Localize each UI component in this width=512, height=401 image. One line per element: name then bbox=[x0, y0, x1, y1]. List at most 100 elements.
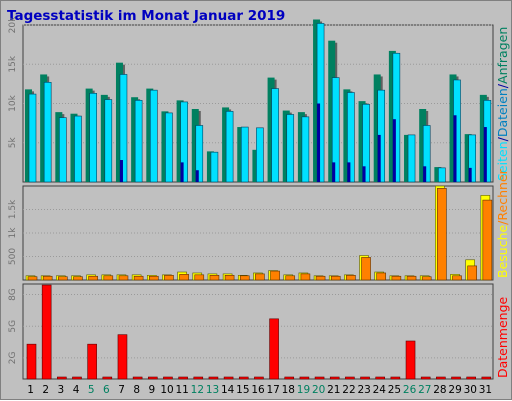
bar-rechner bbox=[179, 274, 189, 281]
bar-anfragen bbox=[449, 74, 457, 182]
bar-anfragen bbox=[297, 112, 305, 182]
bar-seiten bbox=[362, 166, 366, 182]
bar-dateien bbox=[271, 88, 279, 183]
bar-dateien bbox=[28, 93, 37, 183]
bar-anfragen bbox=[100, 94, 108, 182]
bar-anfragen bbox=[388, 50, 396, 182]
bar-anfragen bbox=[267, 77, 275, 182]
bar-anfragen bbox=[252, 149, 260, 182]
y-tick-label: 2G bbox=[8, 352, 18, 365]
bar-rechner bbox=[42, 275, 53, 281]
bar-dateien bbox=[119, 74, 128, 183]
middle-legend: Besuche/Rechner bbox=[495, 168, 510, 278]
x-tick-label: 10 bbox=[160, 384, 173, 396]
bar-anfragen bbox=[55, 112, 63, 182]
bar-datenmenge bbox=[254, 376, 264, 380]
bar-datenmenge bbox=[345, 376, 355, 380]
x-tick-label: 1 bbox=[27, 384, 34, 396]
bar-seiten bbox=[377, 134, 381, 182]
legend-separator: / bbox=[495, 220, 510, 225]
bar-anfragen bbox=[40, 74, 48, 182]
bar-datenmenge bbox=[299, 376, 310, 380]
bar-datenmenge bbox=[26, 343, 37, 380]
bar-datenmenge bbox=[436, 376, 446, 380]
bar-datenmenge bbox=[360, 376, 370, 380]
bar-rechner bbox=[255, 273, 265, 281]
y-tick-label: 10k bbox=[8, 94, 18, 111]
x-tick-label: 22 bbox=[342, 384, 355, 396]
bar-datenmenge bbox=[329, 376, 340, 380]
bar-seiten bbox=[180, 162, 184, 182]
bar-rechner bbox=[391, 275, 402, 281]
bar-rechner bbox=[330, 275, 341, 281]
bar-dateien bbox=[149, 89, 158, 183]
bar-dateien bbox=[43, 82, 52, 183]
bar-seiten bbox=[195, 170, 199, 182]
bar-anfragen bbox=[85, 88, 93, 182]
bar-anfragen bbox=[479, 94, 487, 182]
bar-rechner bbox=[164, 274, 174, 281]
bar-dateien bbox=[438, 167, 446, 183]
chart-title: Tagesstatistik im Monat Januar 2019 bbox=[7, 8, 285, 24]
bar-dateien bbox=[134, 100, 143, 183]
bar-datenmenge bbox=[117, 334, 128, 380]
bar-dateien bbox=[286, 114, 295, 183]
x-tick-label: 2 bbox=[42, 384, 49, 396]
legend-dateien: Dateien bbox=[495, 88, 510, 137]
y-tick-label: 5k bbox=[8, 137, 18, 149]
bar-dateien bbox=[347, 92, 355, 183]
x-tick-label: 16 bbox=[251, 384, 265, 396]
bar-rechner bbox=[224, 274, 235, 281]
bar-rechner bbox=[270, 270, 280, 281]
legend-besuche: Besuche bbox=[495, 225, 510, 278]
bar-dateien bbox=[240, 126, 249, 183]
x-tick-label: 27 bbox=[418, 384, 431, 396]
x-tick-label: 19 bbox=[297, 384, 310, 396]
bar-seiten bbox=[468, 167, 472, 182]
y-tick-label: 5G bbox=[8, 320, 18, 333]
y-tick-label: 1k bbox=[8, 227, 18, 239]
bar-rechner bbox=[27, 276, 38, 281]
bar-anfragen bbox=[282, 110, 290, 182]
x-tick-label: 11 bbox=[176, 384, 189, 396]
bar-datenmenge bbox=[208, 376, 219, 380]
bar-rechner bbox=[437, 188, 447, 281]
bar-anfragen bbox=[206, 151, 214, 182]
bar-seiten bbox=[392, 119, 396, 182]
bar-anfragen bbox=[404, 134, 412, 182]
bar-rechner bbox=[103, 275, 114, 281]
bar-rechner bbox=[346, 274, 356, 281]
legend-anfragen: Anfragen bbox=[495, 27, 510, 84]
bar-anfragen bbox=[313, 19, 321, 182]
bar-dateien bbox=[104, 99, 113, 183]
bar-rechner bbox=[482, 199, 493, 281]
bar-datenmenge bbox=[466, 376, 476, 380]
bar-rechner bbox=[300, 273, 311, 281]
bar-anfragen bbox=[343, 89, 351, 182]
bar-datenmenge bbox=[420, 376, 431, 380]
x-tick-label: 12 bbox=[191, 384, 204, 396]
x-tick-label: 9 bbox=[149, 384, 156, 396]
bar-anfragen bbox=[434, 167, 442, 182]
bar-rechner bbox=[315, 275, 326, 281]
y-tick-label: 500 bbox=[8, 248, 18, 265]
x-tick-label: 14 bbox=[221, 384, 235, 396]
legend-rechner: Rechner bbox=[495, 168, 510, 220]
bar-dateien bbox=[74, 115, 82, 183]
top-legend: Seiten/Dateien/Anfragen bbox=[495, 27, 510, 181]
bar-anfragen bbox=[25, 89, 32, 182]
x-tick-label: 18 bbox=[282, 384, 295, 396]
legend-datenmenge: Datenmenge bbox=[495, 296, 510, 378]
x-tick-label: 26 bbox=[403, 384, 417, 396]
bar-datenmenge bbox=[147, 376, 158, 380]
bar-rechner bbox=[73, 276, 83, 281]
bar-anfragen bbox=[161, 111, 169, 182]
bar-datenmenge bbox=[178, 376, 188, 380]
bar-datenmenge bbox=[481, 376, 492, 380]
x-tick-label: 7 bbox=[118, 384, 125, 396]
bar-anfragen bbox=[328, 40, 336, 183]
bar-rechner bbox=[148, 275, 159, 281]
bar-seiten bbox=[332, 162, 336, 182]
x-tick-label: 24 bbox=[373, 384, 387, 396]
